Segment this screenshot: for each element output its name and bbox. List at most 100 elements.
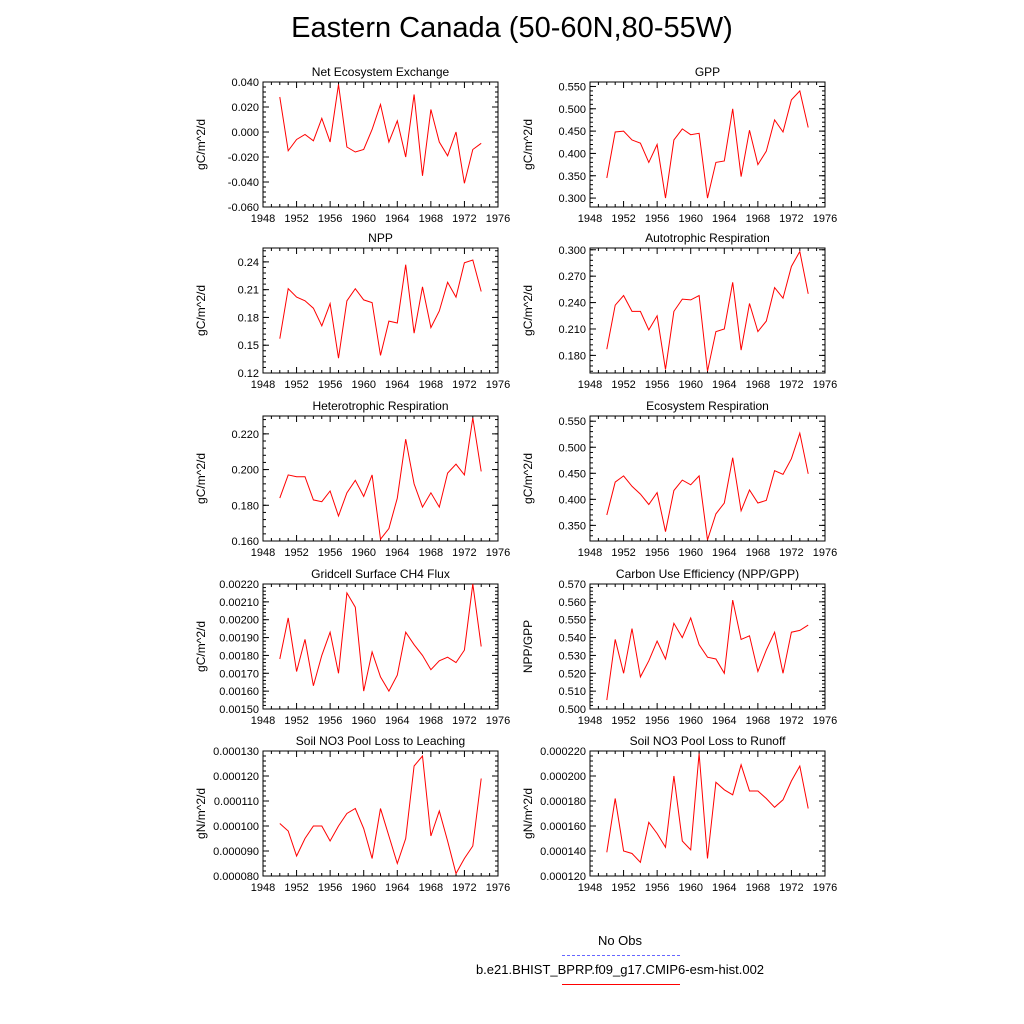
panel-title: Soil NO3 Pool Loss to Runoff (630, 734, 787, 748)
x-tick-label: 1956 (645, 379, 669, 391)
plot-frame (589, 583, 826, 710)
y-tick-label: 0.000220 (540, 746, 586, 758)
y-tick-label: 0.000120 (213, 771, 259, 783)
y-axis-label: gC/m^2/d (194, 285, 208, 336)
series-line-heterotrophic-respiration (279, 417, 482, 541)
x-tick-label: 1972 (452, 715, 476, 727)
x-tick-label: 1948 (251, 715, 275, 727)
x-tick-label: 1964 (385, 379, 409, 391)
series-line-soil-no3-pool-loss-to-runoff (606, 753, 809, 864)
x-tick-label: 1964 (385, 715, 409, 727)
x-tick-label: 1968 (419, 715, 443, 727)
y-tick-label: 0.000100 (213, 821, 259, 833)
x-tick-label: 1976 (813, 547, 837, 559)
series-line-npp (279, 259, 482, 359)
y-tick-label: 0.550 (558, 416, 586, 428)
y-tick-label: 0.500 (558, 704, 586, 716)
chart-panel-autotrophic-respiration: Autotrophic Respiration gC/m^2/d 1948 1952 1… (521, 231, 837, 391)
x-tick-label: 1952 (611, 379, 635, 391)
y-tick-label: 0.00150 (219, 704, 259, 716)
x-tick-label: 1960 (678, 547, 702, 559)
y-axis-label: gC/m^2/d (521, 285, 535, 336)
y-tick-label: 0.180 (231, 500, 259, 512)
x-tick-label: 1976 (486, 379, 510, 391)
x-tick-label: 1968 (419, 882, 443, 894)
x-tick-label: 1972 (452, 213, 476, 225)
y-tick-label: 0.520 (558, 668, 586, 680)
panel-title: GPP (695, 65, 720, 79)
x-tick-label: 1956 (645, 882, 669, 894)
y-tick-label: 0.24 (238, 257, 259, 269)
y-axis-label: gN/m^2/d (521, 788, 535, 839)
x-tick-label: 1952 (611, 882, 635, 894)
x-tick-label: 1972 (779, 379, 803, 391)
y-tick-label: 0.000120 (540, 871, 586, 883)
x-tick-label: 1960 (351, 547, 375, 559)
y-tick-label: -0.040 (228, 177, 259, 189)
y-tick-label: 0.160 (231, 536, 259, 548)
y-tick-label: 0.000110 (214, 796, 259, 808)
x-tick-label: 1956 (318, 715, 342, 727)
y-tick-label: 0.15 (238, 340, 259, 352)
x-tick-label: 1960 (351, 882, 375, 894)
x-tick-label: 1956 (318, 882, 342, 894)
x-tick-label: 1956 (318, 379, 342, 391)
y-tick-label: 0.000090 (213, 846, 259, 858)
x-tick-label: 1964 (385, 882, 409, 894)
x-tick-label: 1976 (813, 379, 837, 391)
panel-title: NPP (368, 231, 393, 245)
y-tick-label: 0.510 (558, 686, 586, 698)
y-tick-label: 0.400 (558, 148, 586, 160)
x-tick-label: 1948 (251, 882, 275, 894)
panel-title: Gridcell Surface CH4 Flux (311, 567, 450, 581)
y-tick-label: 0.450 (558, 468, 586, 480)
y-tick-label: 0.200 (231, 465, 259, 477)
chart-panel-gridcell-surface-ch4-flux: Gridcell Surface CH4 Flux gC/m^2/d 1948 195… (194, 567, 510, 727)
x-tick-label: 1952 (284, 379, 308, 391)
x-tick-label: 1948 (251, 379, 275, 391)
x-tick-label: 1960 (351, 213, 375, 225)
x-tick-label: 1964 (385, 547, 409, 559)
y-tick-label: 0.570 (558, 579, 586, 591)
y-tick-label: 0.300 (558, 193, 586, 205)
y-tick-label: 0.00200 (219, 615, 259, 627)
x-tick-label: 1972 (779, 715, 803, 727)
y-axis-label: gC/m^2/d (194, 119, 208, 170)
y-tick-label: 0.00180 (219, 650, 259, 662)
series-line-ecosystem-respiration (606, 431, 809, 541)
y-tick-label: -0.060 (228, 202, 259, 214)
panel-title: Heterotrophic Respiration (312, 399, 448, 413)
y-tick-label: -0.020 (228, 152, 259, 164)
plot-frame (262, 750, 499, 877)
y-axis-label: gC/m^2/d (521, 119, 535, 170)
x-tick-label: 1952 (611, 715, 635, 727)
x-tick-label: 1976 (813, 213, 837, 225)
x-tick-label: 1948 (578, 715, 602, 727)
y-tick-label: 0.000160 (540, 821, 586, 833)
y-tick-label: 0.450 (558, 126, 586, 138)
chart-panel-gpp: GPP gC/m^2/d 1948 1952 1956 1960 1964 1968 1972 1… (521, 65, 837, 225)
y-axis-label: gC/m^2/d (194, 453, 208, 504)
x-tick-label: 1956 (318, 547, 342, 559)
y-axis-label: NPP/GPP (521, 620, 535, 673)
y-tick-label: 0.540 (558, 633, 586, 645)
y-tick-label: 0.180 (558, 350, 586, 362)
x-tick-label: 1960 (678, 882, 702, 894)
panel-title: Soil NO3 Pool Loss to Leaching (296, 734, 465, 748)
x-tick-label: 1952 (284, 213, 308, 225)
x-tick-label: 1948 (578, 882, 602, 894)
y-tick-label: 0.000140 (540, 846, 586, 858)
legend-label-no-obs: No Obs (597, 933, 643, 948)
y-tick-label: 0.00190 (219, 633, 259, 645)
x-tick-label: 1972 (452, 379, 476, 391)
x-tick-label: 1956 (645, 547, 669, 559)
x-tick-label: 1968 (419, 547, 443, 559)
x-tick-label: 1948 (251, 213, 275, 225)
x-tick-label: 1960 (678, 379, 702, 391)
x-tick-label: 1976 (813, 882, 837, 894)
y-tick-label: 0.300 (558, 245, 586, 257)
x-tick-label: 1968 (419, 379, 443, 391)
panel-title: Autotrophic Respiration (645, 231, 770, 245)
plot-frame (262, 583, 499, 710)
